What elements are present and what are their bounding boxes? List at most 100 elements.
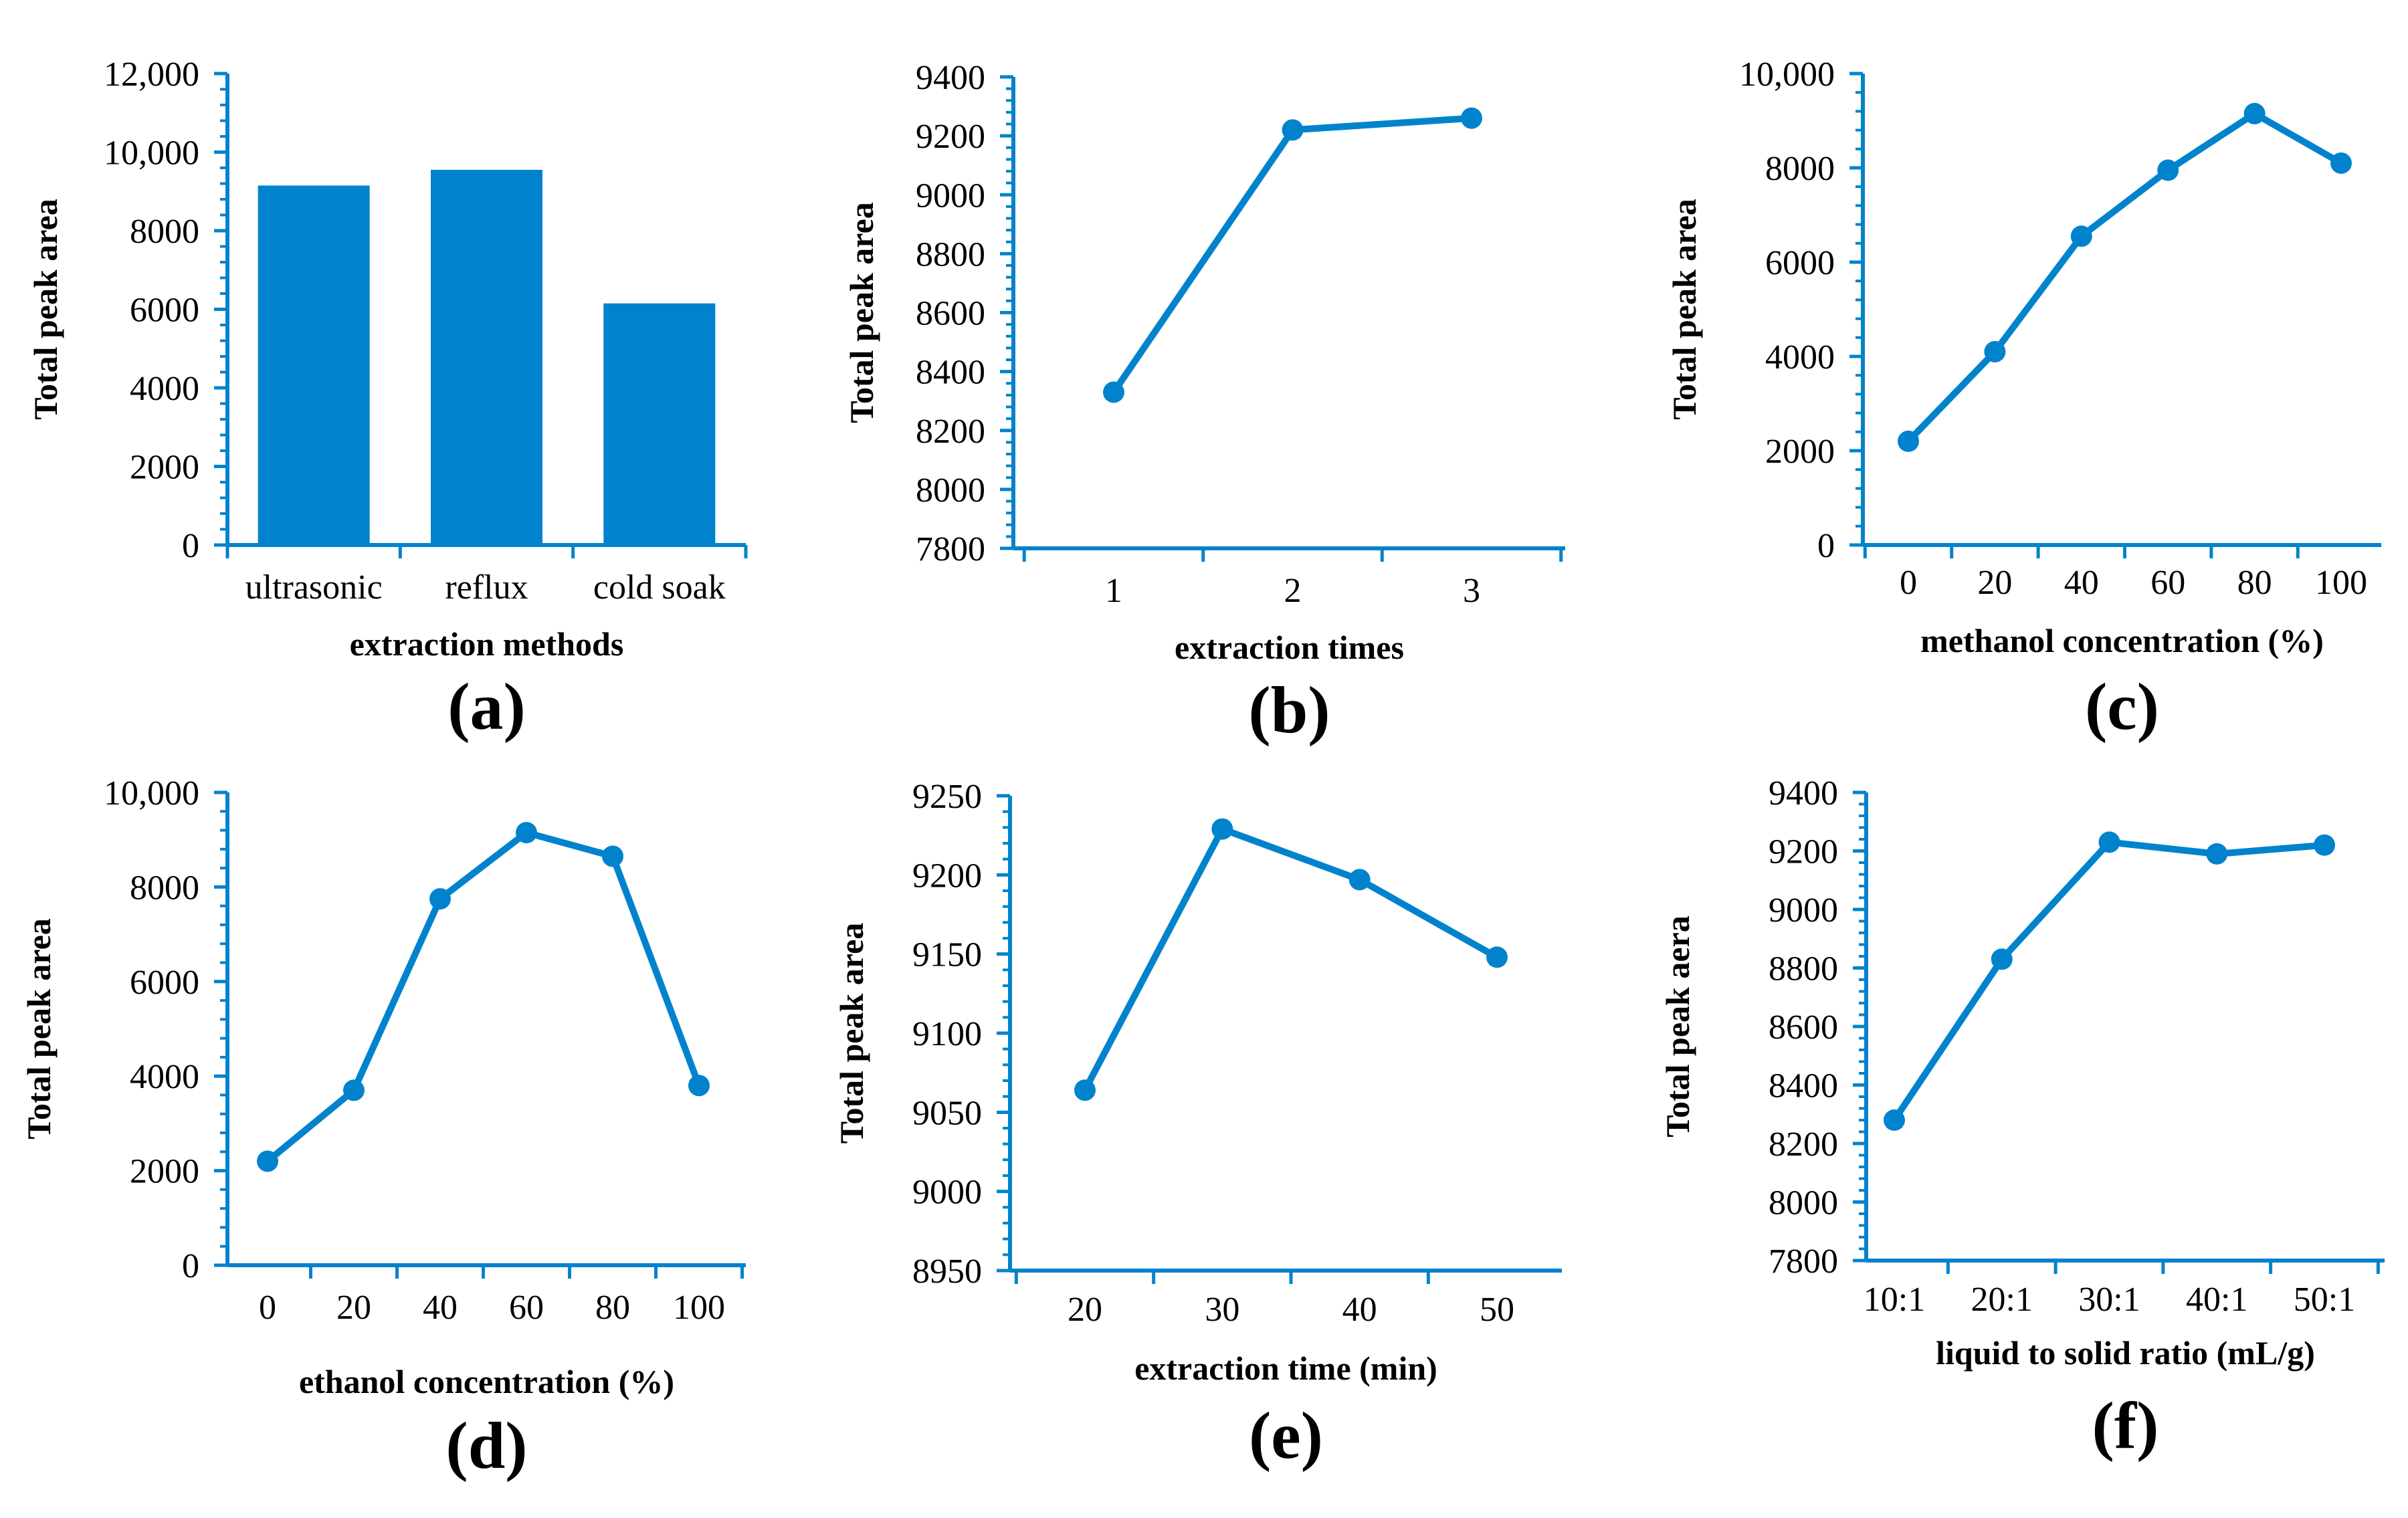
x-tick-label: ultrasonic bbox=[245, 568, 383, 607]
y-tick-label: 0 bbox=[1817, 527, 1835, 565]
data-point bbox=[1074, 1079, 1096, 1101]
y-tick-label: 9100 bbox=[912, 1015, 982, 1053]
y-tick-label: 8400 bbox=[1769, 1067, 1838, 1105]
y-tick-label: 8400 bbox=[916, 354, 985, 392]
y-tick-label: 8200 bbox=[916, 413, 985, 451]
x-tick-label: 40 bbox=[423, 1289, 458, 1327]
y-tick-label: 9400 bbox=[1769, 774, 1838, 812]
x-tick-label: reflux bbox=[445, 568, 528, 607]
panel-label: (f) bbox=[2092, 1388, 2159, 1462]
series-line bbox=[265, 829, 702, 1164]
panel-label: (b) bbox=[1248, 673, 1330, 747]
data-point bbox=[516, 822, 537, 844]
x-tick-label: cold soak bbox=[593, 568, 726, 607]
data-point bbox=[429, 888, 451, 910]
series-line bbox=[1110, 114, 1472, 395]
data-point bbox=[257, 1150, 278, 1172]
x-tick-label: 40 bbox=[2064, 564, 2099, 602]
data-point bbox=[343, 1079, 365, 1101]
data-point bbox=[1984, 340, 2006, 362]
y-tick-label: 0 bbox=[182, 527, 199, 565]
y-tick-label: 4000 bbox=[130, 1058, 199, 1096]
x-tick-label: 20 bbox=[336, 1289, 371, 1327]
x-tick-label: 40:1 bbox=[2186, 1281, 2247, 1319]
y-axis-title: Total peak area bbox=[833, 923, 870, 1144]
x-axis-title: methanol concentration (%) bbox=[1920, 622, 2324, 659]
panel-label: (d) bbox=[445, 1408, 527, 1483]
x-axis-title: extraction time (min) bbox=[1134, 1349, 1437, 1387]
y-tick-label: 2000 bbox=[130, 449, 199, 487]
data-point bbox=[1282, 119, 1304, 141]
y-axis-title: Total peak aera bbox=[1659, 915, 1696, 1137]
bar bbox=[258, 185, 370, 545]
x-axis-title: ethanol concentration (%) bbox=[299, 1363, 674, 1400]
x-axis-title: liquid to solid ratio (mL/g) bbox=[1936, 1334, 2315, 1372]
data-point bbox=[2098, 831, 2120, 853]
x-tick-label: 20 bbox=[1068, 1291, 1102, 1329]
panel-label: (a) bbox=[447, 669, 526, 744]
y-tick-label: 9200 bbox=[1769, 833, 1838, 871]
data-point bbox=[1211, 818, 1233, 840]
y-tick-label: 8950 bbox=[912, 1253, 982, 1291]
data-point bbox=[2314, 834, 2335, 856]
y-tick-label: 8000 bbox=[1769, 1184, 1838, 1222]
y-tick-label: 8600 bbox=[916, 295, 985, 333]
data-point bbox=[2243, 102, 2266, 124]
y-axis-title: Total peak area bbox=[1666, 199, 1703, 420]
data-point bbox=[1348, 869, 1371, 891]
data-point bbox=[2157, 159, 2179, 181]
y-tick-label: 10,000 bbox=[104, 134, 199, 173]
data-point bbox=[1884, 1109, 1905, 1131]
y-tick-label: 7800 bbox=[1769, 1242, 1838, 1281]
y-tick-label: 6000 bbox=[130, 292, 199, 330]
y-tick-label: 6000 bbox=[1765, 244, 1835, 282]
panel-label: (c) bbox=[2085, 669, 2159, 744]
x-tick-label: 30 bbox=[1205, 1291, 1239, 1329]
panel-e: 8950 9000 9050 9100 9150 9200 9250 Total peak a… bbox=[833, 778, 1562, 1473]
series-line bbox=[1906, 110, 2343, 444]
x-axis-title: extraction methods bbox=[350, 625, 624, 663]
x-tick-label: 1 bbox=[1105, 572, 1122, 610]
y-tick-label: 9400 bbox=[916, 59, 985, 97]
y-tick-label: 9200 bbox=[912, 857, 982, 895]
x-tick-label: 50 bbox=[1480, 1291, 1514, 1329]
data-point bbox=[1461, 107, 1482, 129]
x-tick-label: 50:1 bbox=[2294, 1281, 2355, 1319]
y-tick-label: 8000 bbox=[916, 471, 985, 510]
y-tick-label: 8000 bbox=[130, 869, 199, 907]
y-tick-label: 2000 bbox=[130, 1153, 199, 1191]
series-line bbox=[1082, 825, 1499, 1092]
y-tick-label: 9000 bbox=[1769, 891, 1838, 930]
panel-f: 7800 8000 8200 8400 8600 8800 9000 9200 9400 Tota… bbox=[1659, 774, 2385, 1462]
y-axis-title: Total peak area bbox=[27, 199, 64, 420]
y-tick-label: 8000 bbox=[130, 213, 199, 251]
panel-c: 0 2000 4000 6000 8000 10,000 Total peak area me… bbox=[1666, 56, 2381, 744]
y-tick-label: 10,000 bbox=[104, 774, 199, 812]
y-tick-label: 8000 bbox=[1765, 150, 1835, 188]
data-point bbox=[2070, 225, 2092, 247]
y-axis-title: Total peak area bbox=[20, 918, 58, 1140]
y-tick-label: 10,000 bbox=[1739, 56, 1835, 94]
y-tick-label: 6000 bbox=[130, 964, 199, 1002]
y-tick-label: 4000 bbox=[1765, 338, 1835, 376]
x-tick-label: 3 bbox=[1463, 572, 1480, 610]
data-point bbox=[602, 845, 623, 867]
x-tick-label: 0 bbox=[1900, 564, 1917, 602]
x-axis-title: extraction times bbox=[1175, 629, 1404, 666]
x-tick-label: 40 bbox=[1342, 1291, 1377, 1329]
data-point bbox=[2330, 152, 2352, 174]
y-tick-label: 8800 bbox=[916, 235, 985, 274]
y-tick-label: 8600 bbox=[1769, 1008, 1838, 1047]
y-tick-label: 8200 bbox=[1769, 1125, 1838, 1164]
data-point bbox=[2206, 843, 2228, 865]
x-tick-label: 30:1 bbox=[2078, 1281, 2140, 1319]
x-tick-label: 20 bbox=[1977, 564, 2012, 602]
y-tick-label: 9000 bbox=[912, 1174, 982, 1212]
data-point bbox=[688, 1075, 710, 1097]
x-tick-label: 100 bbox=[673, 1289, 725, 1327]
x-tick-label: 2 bbox=[1284, 572, 1302, 610]
data-point bbox=[1898, 430, 1919, 452]
y-tick-label: 4000 bbox=[130, 370, 199, 408]
panel-a: 0 2000 4000 6000 8000 10,000 12,000 Total peak … bbox=[27, 56, 748, 744]
